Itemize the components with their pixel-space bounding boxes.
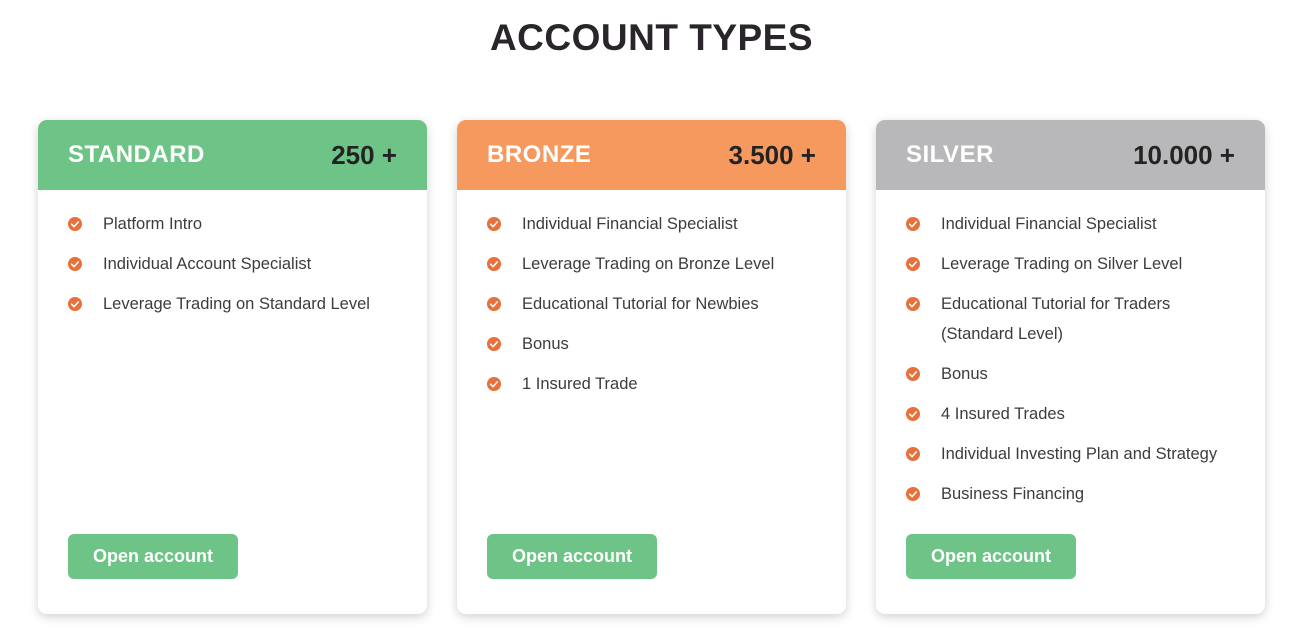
- feature-label: Platform Intro: [103, 215, 203, 233]
- card-name: STANDARD: [68, 141, 205, 168]
- card-price: 10.000 +: [1133, 139, 1235, 170]
- feature-list: Platform Intro Individual Account Specia…: [38, 190, 427, 329]
- check-circle-icon: [487, 217, 501, 231]
- feature-item: Leverage Trading on Silver Level: [906, 249, 1237, 279]
- check-circle-icon: [487, 297, 501, 311]
- feature-item: Individual Financial Specialist: [487, 209, 818, 239]
- check-circle-icon: [906, 297, 920, 311]
- feature-label: Bonus: [941, 365, 988, 383]
- feature-label: Leverage Trading on Bronze Level: [522, 255, 775, 273]
- feature-item: Bonus: [906, 359, 1237, 389]
- card-header: STANDARD 250 +: [38, 120, 427, 190]
- check-circle-icon: [906, 407, 920, 421]
- account-card-silver: SILVER 10.000 + Individual Financial Spe…: [876, 120, 1265, 614]
- check-circle-icon: [906, 487, 920, 501]
- check-circle-icon: [68, 297, 82, 311]
- open-account-button[interactable]: Open account: [487, 534, 658, 579]
- feature-label: Educational Tutorial for Newbies: [522, 295, 759, 313]
- feature-label: Individual Financial Specialist: [941, 215, 1157, 233]
- check-circle-icon: [906, 217, 920, 231]
- card-name: BRONZE: [487, 141, 592, 168]
- feature-list: Individual Financial Specialist Leverage…: [876, 190, 1265, 519]
- feature-label: 1 Insured Trade: [522, 375, 638, 393]
- feature-label: Individual Financial Specialist: [522, 215, 738, 233]
- open-account-button[interactable]: Open account: [906, 534, 1077, 579]
- feature-item: Educational Tutorial for Newbies: [487, 289, 818, 319]
- feature-item: Educational Tutorial for Traders (Standa…: [906, 289, 1237, 349]
- check-circle-icon: [906, 447, 920, 461]
- card-price: 3.500 +: [728, 139, 816, 170]
- check-circle-icon: [906, 257, 920, 271]
- feature-item: 4 Insured Trades: [906, 399, 1237, 429]
- account-card-bronze: BRONZE 3.500 + Individual Financial Spec…: [457, 120, 846, 614]
- feature-item: Leverage Trading on Standard Level: [68, 289, 399, 319]
- feature-label: Leverage Trading on Silver Level: [941, 255, 1183, 273]
- feature-item: Leverage Trading on Bronze Level: [487, 249, 818, 279]
- card-header: BRONZE 3.500 +: [457, 120, 846, 190]
- feature-label: Leverage Trading on Standard Level: [103, 295, 370, 313]
- feature-item: Individual Account Specialist: [68, 249, 399, 279]
- feature-item: 1 Insured Trade: [487, 369, 818, 399]
- check-circle-icon: [487, 257, 501, 271]
- feature-item: Individual Financial Specialist: [906, 209, 1237, 239]
- feature-label: 4 Insured Trades: [941, 405, 1065, 423]
- feature-label: Individual Investing Plan and Strategy: [941, 445, 1218, 463]
- feature-list: Individual Financial Specialist Leverage…: [457, 190, 846, 409]
- account-cards-row: STANDARD 250 + Platform Intro Individual…: [0, 120, 1303, 614]
- feature-item: Individual Investing Plan and Strategy: [906, 439, 1237, 469]
- account-card-standard: STANDARD 250 + Platform Intro Individual…: [38, 120, 427, 614]
- check-circle-icon: [906, 367, 920, 381]
- feature-label: Business Financing: [941, 485, 1085, 503]
- card-header: SILVER 10.000 +: [876, 120, 1265, 190]
- check-circle-icon: [487, 377, 501, 391]
- card-name: SILVER: [906, 141, 994, 168]
- feature-item: Business Financing: [906, 479, 1237, 509]
- page-title: ACCOUNT TYPES: [489, 17, 814, 58]
- feature-item: Platform Intro: [68, 209, 399, 239]
- feature-item: Bonus: [487, 329, 818, 359]
- check-circle-icon: [68, 217, 82, 231]
- card-price: 250 +: [331, 139, 397, 170]
- open-account-button[interactable]: Open account: [68, 534, 239, 579]
- check-circle-icon: [68, 257, 82, 271]
- feature-label: Bonus: [522, 335, 569, 353]
- feature-label: Educational Tutorial for Traders (Standa…: [941, 295, 1171, 343]
- feature-label: Individual Account Specialist: [103, 255, 312, 273]
- check-circle-icon: [487, 337, 501, 351]
